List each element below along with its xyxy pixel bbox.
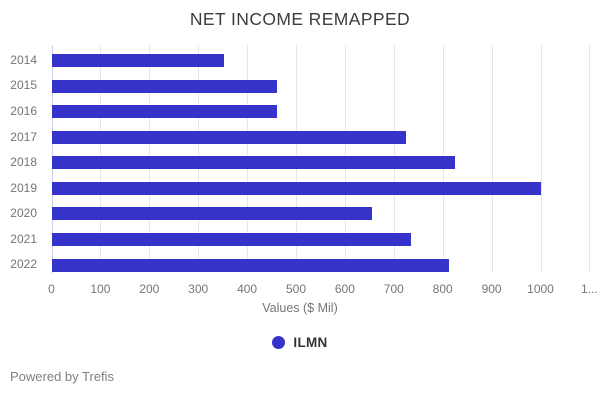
x-axis-tick-label-1000: 1000 xyxy=(527,282,554,296)
legend: ILMN xyxy=(0,335,600,350)
y-axis-label-2021: 2021 xyxy=(10,231,37,246)
x-axis-tick-label-600: 600 xyxy=(334,282,355,296)
y-axis-label-2018: 2018 xyxy=(10,155,37,169)
y-axis-label-2019: 2019 xyxy=(10,180,37,195)
legend-label: ILMN xyxy=(293,335,328,350)
legend-marker-icon xyxy=(272,336,286,349)
x-axis-tick-label-300: 300 xyxy=(188,282,209,296)
x-axis-tick-label-700: 700 xyxy=(383,282,404,296)
chart-title: NET INCOME REMAPPED xyxy=(189,9,411,29)
y-axis-label-2016: 2016 xyxy=(10,103,37,118)
x-axis-tick-label-900: 900 xyxy=(481,282,502,296)
gridline-900 xyxy=(491,45,493,273)
x-axis-tick-label-100: 100 xyxy=(90,282,111,296)
legend-item-ilmn[interactable]: ILMN xyxy=(272,335,327,350)
bar-2014[interactable] xyxy=(52,54,225,68)
x-axis-tick-label-0: 0 xyxy=(48,282,55,296)
bar-2015[interactable] xyxy=(52,79,278,93)
bar-2019[interactable] xyxy=(52,181,541,195)
x-axis-tick-label-200: 200 xyxy=(139,282,160,296)
x-axis-tick-label-500: 500 xyxy=(285,282,307,296)
x-axis-tick-label-800: 800 xyxy=(432,282,453,296)
gridline-1000 xyxy=(540,45,542,273)
x-axis-tick-label-1100: 1... xyxy=(581,282,598,296)
x-axis-title: Values ($ Mil) xyxy=(262,301,338,315)
bar-2017[interactable] xyxy=(52,130,406,144)
powered-by-trefis-link[interactable]: Powered by Trefis xyxy=(10,369,115,384)
y-axis-label-2014: 2014 xyxy=(10,52,37,67)
y-axis-label-2017: 2017 xyxy=(10,129,37,144)
y-axis-label-2020: 2020 xyxy=(10,206,37,221)
bar-2022[interactable] xyxy=(52,258,449,272)
gridline-1100 xyxy=(589,45,591,273)
bar-2018[interactable] xyxy=(52,156,455,170)
y-axis-label-2015: 2015 xyxy=(10,78,37,93)
x-axis-tick-label-400: 400 xyxy=(237,282,258,296)
bar-2021[interactable] xyxy=(52,232,411,246)
bar-2016[interactable] xyxy=(52,105,278,119)
bar-2020[interactable] xyxy=(52,207,372,221)
y-axis-label-2022: 2022 xyxy=(10,257,37,272)
